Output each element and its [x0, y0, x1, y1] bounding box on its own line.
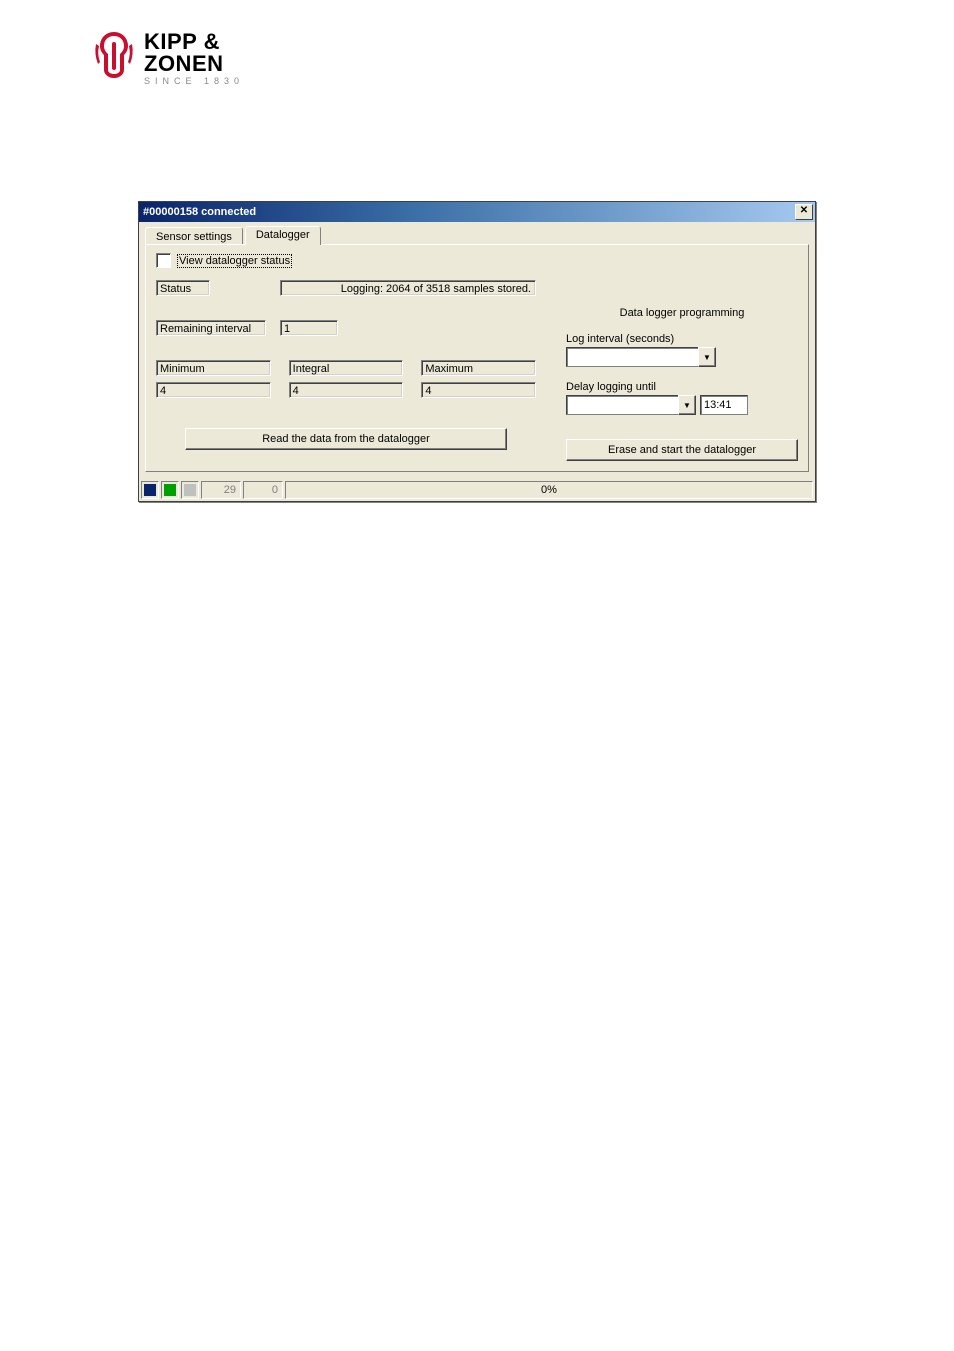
log-interval-combo[interactable]: ▼ — [566, 347, 716, 367]
log-interval-label: Log interval (seconds) — [566, 333, 798, 345]
tab-datalogger[interactable]: Datalogger — [245, 226, 321, 245]
logo-text-line3: SINCE 1830 — [144, 77, 244, 86]
read-data-button[interactable]: Read the data from the datalogger — [185, 428, 507, 450]
close-icon: ✕ — [800, 205, 808, 216]
right-column: Data logger programming Log interval (se… — [536, 253, 798, 461]
log-interval-dropdown-button[interactable]: ▼ — [698, 347, 716, 367]
view-status-checkbox[interactable] — [156, 253, 171, 268]
chevron-down-icon: ▼ — [683, 401, 691, 410]
brand-logo: KIPP & ZONEN SINCE 1830 — [0, 0, 954, 86]
delay-date-dropdown-button[interactable]: ▼ — [678, 395, 696, 415]
tab-panel-datalogger: View datalogger status Status Logging: 2… — [145, 244, 809, 472]
status-led-3 — [181, 481, 199, 499]
erase-start-button[interactable]: Erase and start the datalogger — [566, 439, 798, 461]
status-progress-text: 0% — [286, 484, 812, 496]
status-progress: 0% — [285, 481, 813, 499]
tab-label: Datalogger — [256, 229, 310, 241]
remaining-interval-value: 1 — [280, 320, 338, 336]
maximum-label: Maximum — [421, 360, 536, 376]
tab-strip: Sensor settings Datalogger — [139, 222, 815, 245]
integral-label: Integral — [289, 360, 404, 376]
status-value-1: 29 — [201, 481, 241, 499]
log-interval-input[interactable] — [566, 347, 698, 367]
status-value-2: 0 — [243, 481, 283, 499]
view-status-label: View datalogger status — [177, 254, 292, 268]
read-data-button-label: Read the data from the datalogger — [262, 433, 430, 445]
status-led-2 — [161, 481, 179, 499]
remaining-interval-label: Remaining interval — [156, 320, 266, 336]
logo-text-line2: ZONEN — [144, 53, 244, 75]
integral-value: 4 — [289, 382, 404, 398]
erase-start-button-label: Erase and start the datalogger — [608, 444, 756, 456]
left-column: View datalogger status Status Logging: 2… — [156, 253, 536, 461]
chevron-down-icon: ▼ — [703, 353, 711, 362]
status-label: Status — [156, 280, 210, 296]
delay-label: Delay logging until — [566, 381, 696, 393]
logo-mark — [92, 30, 136, 86]
dialog-window: #00000158 connected ✕ Sensor settings Da… — [138, 201, 816, 502]
delay-date-combo[interactable]: ▼ — [566, 395, 696, 415]
delay-time-input[interactable]: 13:41 — [700, 395, 748, 415]
maximum-value: 4 — [421, 382, 536, 398]
titlebar: #00000158 connected ✕ — [139, 202, 815, 222]
status-value: Logging: 2064 of 3518 samples stored. — [280, 280, 536, 296]
minimum-label: Minimum — [156, 360, 271, 376]
close-button[interactable]: ✕ — [795, 204, 813, 220]
programming-heading: Data logger programming — [566, 307, 798, 319]
tab-label: Sensor settings — [156, 231, 232, 243]
delay-date-input[interactable] — [566, 395, 678, 415]
status-led-1 — [141, 481, 159, 499]
logo-text-line1: KIPP & — [144, 31, 244, 53]
status-bar: 29 0 0% — [139, 479, 815, 501]
minimum-value: 4 — [156, 382, 271, 398]
window-title: #00000158 connected — [143, 206, 256, 218]
